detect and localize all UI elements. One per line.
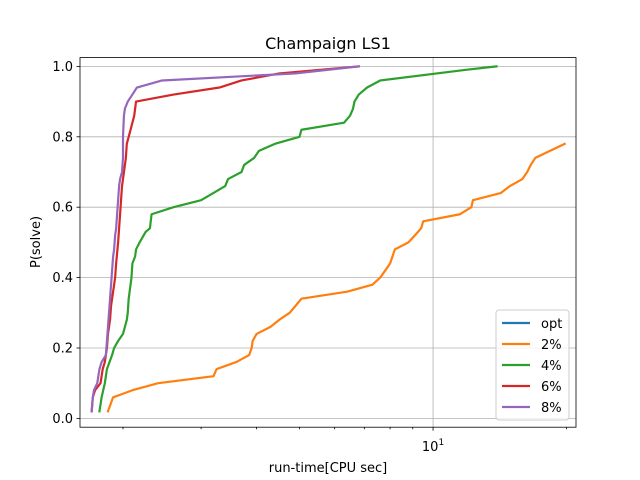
chart-title: Champaign LS1 [265, 34, 391, 53]
legend-label: 6% [541, 380, 562, 395]
series-layer [90, 65, 567, 413]
y-axis-label: P(solve) [29, 216, 44, 268]
y-tick-label: 0.8 [52, 130, 73, 145]
plot-area [80, 57, 576, 428]
y-tick-label: 0.0 [52, 412, 73, 427]
legend-label: 2% [541, 338, 562, 353]
series-line-4pct [98, 65, 498, 413]
x-tick-label-base: 10 [422, 440, 439, 455]
series-line-6pct [90, 65, 360, 413]
legend-label: 8% [541, 401, 562, 416]
axes-frame [79, 57, 577, 428]
legend-label: opt [541, 317, 562, 332]
series-line-8pct [90, 65, 360, 413]
legend-label: 4% [541, 359, 562, 374]
y-tick-label: 0.6 [52, 201, 73, 216]
y-tick-label: 1.0 [52, 60, 73, 75]
series-line-2pct [106, 142, 567, 413]
y-tick-label: 0.4 [52, 271, 73, 286]
legend: opt 2% 4% 6% 8% [495, 309, 570, 421]
y-tick-label: 0.2 [52, 342, 73, 357]
x-tick-label: 101 [422, 438, 444, 455]
x-tick-label-exponent: 1 [438, 438, 444, 448]
ticks: 0.0 0.2 0.4 0.6 0.8 1.0 101 [52, 60, 568, 455]
legend-box [495, 309, 570, 421]
x-axis-label: run-time[CPU sec] [269, 461, 388, 476]
